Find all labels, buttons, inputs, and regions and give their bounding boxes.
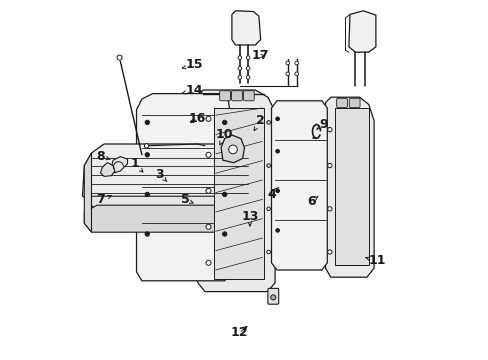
Text: 12: 12 (230, 327, 247, 339)
Circle shape (327, 127, 331, 132)
Circle shape (238, 56, 241, 59)
Circle shape (238, 76, 241, 79)
Text: 2: 2 (254, 114, 264, 131)
Circle shape (205, 260, 211, 265)
Polygon shape (101, 163, 115, 176)
Circle shape (266, 207, 270, 211)
Circle shape (222, 192, 226, 197)
Polygon shape (271, 101, 326, 270)
Polygon shape (111, 157, 127, 173)
Text: 8: 8 (96, 150, 110, 163)
Circle shape (266, 121, 270, 124)
Circle shape (205, 188, 211, 193)
Polygon shape (84, 153, 91, 232)
Polygon shape (197, 90, 275, 292)
Polygon shape (82, 144, 251, 205)
Circle shape (228, 145, 237, 154)
FancyBboxPatch shape (336, 98, 347, 108)
Circle shape (275, 149, 279, 153)
Circle shape (222, 232, 226, 236)
Circle shape (275, 189, 279, 193)
Polygon shape (221, 135, 244, 163)
Circle shape (294, 72, 298, 76)
Circle shape (270, 295, 275, 300)
FancyBboxPatch shape (219, 91, 230, 101)
Polygon shape (334, 108, 368, 265)
Circle shape (266, 164, 270, 167)
Text: 6: 6 (306, 195, 318, 208)
Polygon shape (136, 94, 230, 281)
Text: 3: 3 (155, 168, 167, 182)
Circle shape (246, 56, 249, 59)
Circle shape (205, 152, 211, 157)
Circle shape (327, 250, 331, 254)
Polygon shape (91, 196, 244, 212)
FancyBboxPatch shape (243, 91, 254, 101)
Circle shape (222, 153, 226, 157)
Text: 13: 13 (241, 210, 258, 226)
FancyBboxPatch shape (267, 288, 278, 304)
Circle shape (294, 61, 298, 65)
Circle shape (238, 67, 241, 70)
Text: 9: 9 (316, 118, 327, 131)
Text: 5: 5 (181, 193, 193, 206)
Circle shape (238, 56, 241, 59)
Text: 15: 15 (182, 58, 203, 71)
Polygon shape (348, 11, 375, 52)
Circle shape (145, 232, 149, 236)
Circle shape (145, 153, 149, 157)
Circle shape (285, 61, 289, 65)
Circle shape (145, 120, 149, 125)
Circle shape (144, 144, 148, 148)
Polygon shape (213, 108, 264, 279)
Polygon shape (325, 97, 373, 277)
Circle shape (238, 76, 241, 79)
Text: 7: 7 (96, 193, 111, 206)
Circle shape (117, 55, 122, 60)
Text: 4: 4 (266, 187, 278, 201)
Circle shape (285, 72, 289, 76)
Text: 16: 16 (189, 112, 206, 125)
Circle shape (145, 192, 149, 197)
Circle shape (205, 116, 211, 121)
Text: 17: 17 (251, 49, 269, 62)
Circle shape (327, 207, 331, 211)
Circle shape (205, 224, 211, 229)
Text: 11: 11 (365, 255, 386, 267)
Circle shape (246, 67, 249, 70)
Circle shape (238, 67, 241, 70)
Circle shape (275, 117, 279, 121)
Polygon shape (84, 205, 244, 232)
Circle shape (246, 67, 249, 70)
Circle shape (222, 120, 226, 125)
Circle shape (275, 229, 279, 232)
FancyBboxPatch shape (231, 91, 242, 101)
Circle shape (327, 163, 331, 168)
Circle shape (266, 250, 270, 254)
Text: 10: 10 (216, 129, 233, 145)
Polygon shape (231, 11, 260, 45)
Circle shape (246, 56, 249, 59)
Text: 1: 1 (130, 157, 142, 172)
Circle shape (246, 76, 249, 79)
Text: 14: 14 (182, 84, 203, 96)
Circle shape (246, 76, 249, 79)
FancyBboxPatch shape (348, 98, 359, 108)
